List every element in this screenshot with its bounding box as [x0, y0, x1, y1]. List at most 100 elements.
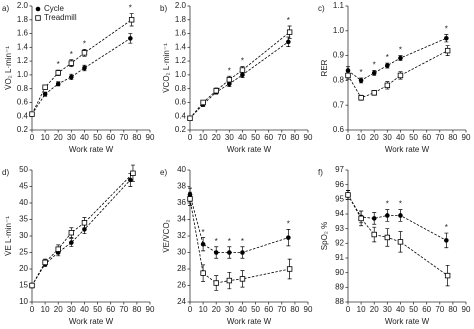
x-axis-label: Work rate W	[227, 145, 272, 154]
x-tick-label: 50	[93, 305, 102, 314]
marker	[239, 67, 246, 73]
x-tick-label: 0	[30, 133, 35, 142]
significance-marker: *	[241, 237, 244, 246]
y-tick-label: 1.6	[175, 29, 187, 38]
marker	[82, 65, 87, 71]
x-tick-label: 80	[290, 305, 299, 314]
significance-marker: *	[129, 4, 132, 13]
y-tick-label: 0.7	[333, 100, 345, 109]
x-tick-label: 30	[225, 305, 234, 314]
x-tick-label: 80	[132, 305, 141, 314]
y-tick-label: 0.4	[17, 111, 29, 120]
x-tick-label: 20	[370, 305, 379, 314]
y-tick-label: 50	[19, 165, 28, 174]
y-tick-label: 0.6	[17, 98, 29, 107]
x-tick-label: 0	[346, 305, 351, 314]
y-tick-label: 0.2	[17, 125, 29, 134]
x-tick-label: 60	[264, 305, 273, 314]
marker	[286, 235, 291, 240]
significance-marker: *	[241, 57, 244, 66]
y-tick-label: 91	[335, 253, 344, 262]
y-tick-label: 24	[177, 297, 186, 306]
x-tick-label: 40	[396, 305, 405, 314]
marker	[371, 231, 377, 238]
x-tick-label: 80	[448, 133, 457, 142]
y-tick-label: 96	[335, 180, 344, 189]
x-tick-label: 60	[422, 133, 431, 142]
y-tick-label: 1.8	[175, 15, 187, 24]
marker	[128, 177, 133, 183]
y-tick-label: 15	[19, 281, 28, 290]
significance-marker: *	[445, 223, 448, 232]
marker	[42, 259, 48, 266]
marker	[398, 55, 403, 61]
y-tick-label: 1.2	[175, 56, 187, 65]
x-tick-label: 0	[346, 133, 351, 142]
y-tick-label: 0.8	[333, 76, 345, 85]
marker	[358, 95, 364, 101]
marker	[227, 81, 232, 87]
marker	[200, 241, 206, 247]
panel: b) V̇CO₂ L·min⁻¹ Work rate W 0.2 0.4 0.6 0.8 1.…	[160, 1, 313, 154]
y-axis-label: RER	[320, 59, 329, 76]
y-tick-label: 0.9	[333, 51, 345, 60]
marker	[187, 196, 193, 202]
marker	[29, 111, 35, 117]
marker	[444, 272, 451, 279]
y-tick-label: 26	[177, 281, 186, 290]
x-tick-label: 50	[251, 133, 260, 142]
x-axis-label: Work rate W	[69, 317, 114, 326]
x-tick-label: 30	[67, 133, 76, 142]
marker	[226, 277, 233, 284]
y-tick-label: 89	[335, 282, 344, 291]
y-tick-label: 1.6	[17, 29, 29, 38]
series-line	[31, 38, 131, 115]
x-tick-label: 50	[409, 305, 418, 314]
x-tick-label: 30	[383, 133, 392, 142]
y-tick-label: 32	[177, 231, 186, 240]
series-line	[347, 50, 448, 99]
marker	[286, 39, 291, 45]
marker	[397, 239, 404, 245]
y-tick-label: 1.1	[333, 1, 345, 10]
marker	[55, 246, 61, 252]
y-tick-label: 20	[19, 264, 28, 273]
x-tick-label: 40	[238, 133, 247, 142]
y-tick-label: 1.0	[175, 70, 187, 79]
x-tick-label: 70	[119, 305, 128, 314]
y-tick-label: 2.0	[175, 1, 187, 10]
x-tick-label: 70	[435, 133, 444, 142]
series-line	[31, 19, 132, 115]
series-line	[347, 194, 447, 241]
y-tick-label: 1.0	[333, 26, 345, 35]
marker	[286, 266, 293, 272]
marker	[55, 81, 61, 87]
x-tick-label: 0	[188, 305, 193, 314]
x-tick-label: 90	[304, 133, 313, 142]
significance-marker: *	[445, 25, 448, 34]
panel: e) V̇E/V̇CO₂ Work rate W 24 26 28 30 32 34 36 38 40…	[160, 165, 313, 326]
significance-marker: *	[360, 68, 363, 77]
marker	[398, 213, 403, 218]
marker	[358, 215, 364, 222]
significance-marker: *	[399, 46, 402, 55]
x-tick-label: 70	[277, 133, 286, 142]
panel: c) RER Work rate W 0.6 0.7 0.8 0.9 1.0 1.1 0 10 20 3…	[318, 1, 471, 154]
marker	[213, 88, 219, 94]
x-tick-label: 90	[146, 305, 155, 314]
significance-marker: *	[202, 228, 205, 237]
marker	[397, 72, 404, 79]
marker	[42, 84, 48, 90]
y-tick-label: 35	[19, 215, 28, 224]
y-axis-label: V̇E L·min⁻¹	[4, 216, 13, 256]
y-tick-label: 88	[335, 297, 344, 306]
y-tick-label: 97	[335, 165, 344, 174]
y-tick-label: 36	[177, 198, 186, 207]
series-line	[189, 194, 289, 253]
x-tick-label: 40	[80, 305, 89, 314]
x-tick-label: 40	[80, 133, 89, 142]
legend-marker	[35, 6, 41, 12]
significance-marker: *	[70, 50, 73, 59]
panel: d) V̇E L·min⁻¹ Work rate W 10 15 20 25 30 35 40 45…	[2, 164, 155, 326]
marker	[69, 240, 74, 245]
